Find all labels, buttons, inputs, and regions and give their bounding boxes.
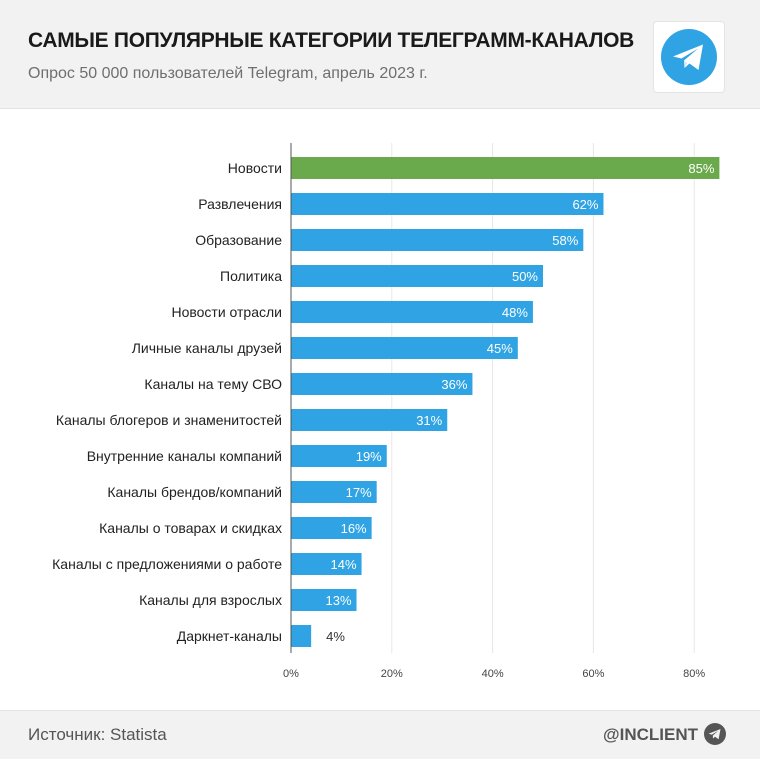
chart-header: САМЫЕ ПОПУЛЯРНЫЕ КАТЕГОРИИ ТЕЛЕГРАММ-КАН… xyxy=(0,0,760,109)
value-label: 19% xyxy=(356,449,382,464)
category-label: Политика xyxy=(220,268,282,284)
value-label: 36% xyxy=(441,377,467,392)
bar xyxy=(291,265,543,287)
bar xyxy=(291,589,357,611)
category-label: Новости xyxy=(228,160,282,176)
category-label: Каналы с предложениями о работе xyxy=(52,556,282,572)
bar xyxy=(291,409,448,431)
bar xyxy=(291,373,473,395)
value-label: 17% xyxy=(346,485,372,500)
chart-subtitle: Опрос 50 000 пользователей Telegram, апр… xyxy=(28,65,428,82)
bar-chart: 0% 20% 40% 60% 80% Новости 85% Развлечения 62% Об… xyxy=(52,143,720,680)
value-label: 31% xyxy=(416,413,442,428)
bar xyxy=(291,193,604,215)
value-label: 13% xyxy=(325,593,351,608)
value-label: 14% xyxy=(331,557,357,572)
value-label: 50% xyxy=(512,269,538,284)
category-label: Развлечения xyxy=(198,196,282,212)
value-label: 58% xyxy=(552,233,578,248)
category-label: Личные каналы друзей xyxy=(132,340,282,356)
x-tick-label: 20% xyxy=(381,668,403,680)
channel-handle[interactable]: @INCLIENT xyxy=(603,725,698,744)
category-label: Каналы брендов/компаний xyxy=(107,484,282,500)
value-label: 4% xyxy=(326,629,345,644)
bar xyxy=(291,445,387,467)
chart-title: САМЫЕ ПОПУЛЯРНЫЕ КАТЕГОРИИ ТЕЛЕГРАММ-КАН… xyxy=(28,29,635,52)
category-label: Образование xyxy=(195,232,282,248)
bar xyxy=(291,553,362,575)
category-label: Каналы на тему СВО xyxy=(144,376,282,392)
x-tick-label: 40% xyxy=(482,668,504,680)
telegram-logo-icon xyxy=(653,21,725,93)
telegram-logo-svg xyxy=(661,29,717,85)
category-label: Каналы для взрослых xyxy=(139,592,282,608)
category-label: Внутренние каналы компаний xyxy=(87,448,282,464)
bar xyxy=(291,337,518,359)
value-label: 48% xyxy=(502,305,528,320)
category-label: Каналы блогеров и знаменитостей xyxy=(56,412,282,428)
value-label: 85% xyxy=(688,161,714,176)
chart-footer: Источник: Statista @INCLIENT xyxy=(0,710,760,759)
bar xyxy=(291,481,377,503)
bar xyxy=(291,229,584,251)
value-label: 62% xyxy=(572,197,598,212)
category-label: Новости отрасли xyxy=(171,304,282,320)
category-label: Даркнет-каналы xyxy=(177,628,282,644)
chart-area: 0% 20% 40% 60% 80% Новости 85% Развлечения 62% Об… xyxy=(0,108,760,710)
x-tick-label: 60% xyxy=(582,668,604,680)
bar xyxy=(291,517,372,539)
bar xyxy=(291,157,720,179)
bar xyxy=(291,625,312,647)
value-label: 16% xyxy=(341,521,367,536)
category-label: Каналы о товарах и скидках xyxy=(99,520,282,536)
source-text: Источник: Statista xyxy=(28,725,167,744)
value-label: 45% xyxy=(487,341,513,356)
x-tick-label: 80% xyxy=(683,668,705,680)
x-tick-label: 0% xyxy=(283,668,299,680)
telegram-plane-icon xyxy=(704,723,726,745)
bar xyxy=(291,301,533,323)
